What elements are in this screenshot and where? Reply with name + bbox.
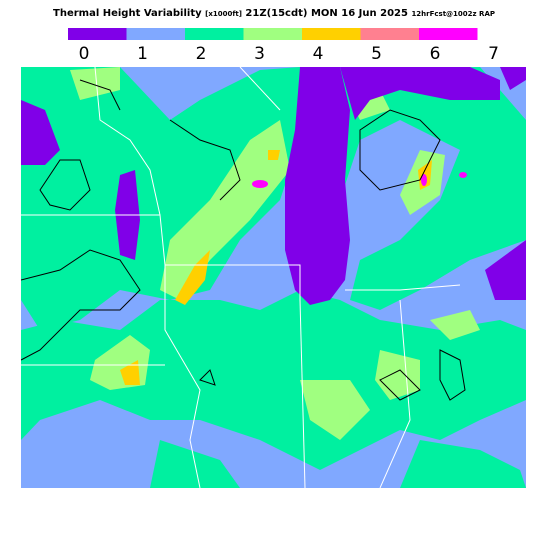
color-swatch xyxy=(419,28,478,40)
title-source: 12hrFcst@1002z RAP xyxy=(411,10,495,18)
scale-label: 3 xyxy=(254,44,265,64)
scale-label: 2 xyxy=(196,44,207,64)
color-swatch xyxy=(302,28,361,40)
color-swatch xyxy=(360,28,419,40)
color-swatch xyxy=(126,28,185,40)
color-swatch xyxy=(185,28,244,40)
level-2-areas xyxy=(21,67,526,488)
title-units: [x1000ft] xyxy=(205,10,242,18)
scale-label: 5 xyxy=(371,44,382,64)
scale-label: 6 xyxy=(430,44,441,64)
color-swatch xyxy=(68,28,127,40)
title: Thermal Height Variability [x1000ft] 21Z… xyxy=(53,8,495,19)
scale-label: 1 xyxy=(137,44,148,64)
scale-label: 7 xyxy=(488,44,499,64)
color-swatch xyxy=(243,28,302,40)
title-valid: 21Z(15cdt) MON 16 Jun 2025 xyxy=(245,8,408,19)
map xyxy=(21,67,526,488)
contours xyxy=(21,79,466,401)
title-text: Thermal Height Variability xyxy=(53,8,202,19)
scale-label: 4 xyxy=(313,44,324,64)
color-scale: 0 1 2 3 4 5 6 7 xyxy=(68,28,499,64)
scale-label: 0 xyxy=(79,44,90,64)
state-lines xyxy=(21,67,461,488)
level-6-areas xyxy=(252,172,467,188)
